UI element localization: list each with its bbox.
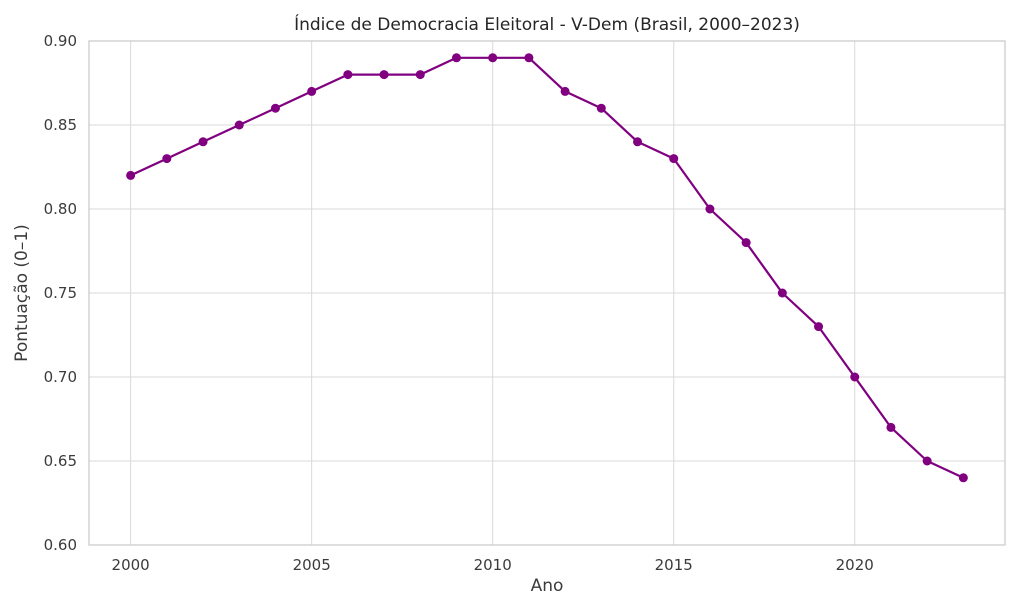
x-tick-label: 2005 [293,556,331,574]
data-point [126,170,136,180]
data-point [596,103,606,113]
data-point [162,154,172,164]
data-point [234,120,244,130]
x-tick-label: 2020 [836,556,874,574]
data-point [633,137,643,147]
data-point [415,70,425,80]
data-point [669,154,679,164]
x-tick-label: 2010 [474,556,512,574]
series-line [129,56,965,479]
data-point [958,473,968,483]
data-point [560,86,570,96]
data-point [379,70,389,80]
data-point [343,70,353,80]
data-point [777,288,787,298]
axis-tick-labels: 2000 2005 2010 2015 2020 0.60 0.65 0.70 0.75 0.80… [44,32,874,574]
y-tick-label: 0.85 [44,116,77,134]
data-point [922,456,932,466]
x-tick-label: 2000 [112,556,150,574]
data-point [524,53,534,63]
data-point [850,372,860,382]
data-point [198,137,208,147]
data-point [741,238,751,248]
y-tick-label: 0.90 [44,32,77,50]
y-tick-label: 0.70 [44,368,77,386]
chart-title: Índice de Democracia Eleitoral - V-Dem (… [294,13,800,35]
plot-border [88,40,1006,546]
y-tick-label: 0.80 [44,200,77,218]
gridlines [89,40,1005,546]
data-point [307,86,317,96]
data-point [451,53,461,63]
y-tick-label: 0.60 [44,536,77,554]
y-tick-label: 0.65 [44,452,77,470]
y-axis-label: Pontuação (0–1) [12,224,32,362]
x-tick-label: 2015 [655,556,693,574]
plot-border-rect [88,40,1006,546]
x-axis-label: Ano [531,576,564,596]
data-point [705,204,715,214]
data-point [814,322,824,332]
line-series [126,53,968,483]
data-point [488,53,498,63]
data-point [886,422,896,432]
y-tick-label: 0.75 [44,284,77,302]
data-point [270,103,280,113]
